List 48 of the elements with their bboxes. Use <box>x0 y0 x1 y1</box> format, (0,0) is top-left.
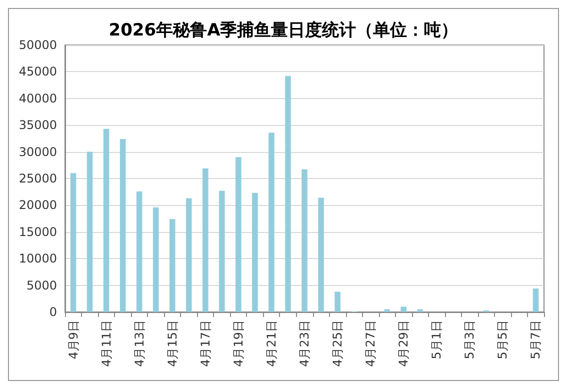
bar <box>302 169 308 312</box>
bar <box>103 128 110 312</box>
bar <box>169 219 176 312</box>
x-tick-label: 4月13日 <box>132 320 146 367</box>
bar <box>120 138 126 312</box>
y-tick-label: 20000 <box>18 198 57 212</box>
y-tick-label: 15000 <box>18 224 57 239</box>
x-tick-label: 4月27日 <box>364 320 378 367</box>
y-tick-label: 45000 <box>18 64 57 79</box>
chart-title: 2026年秘鲁A季捕鱼量日度统计（单位：吨） <box>108 20 458 40</box>
bar <box>202 168 208 312</box>
x-tick-label: 4月9日 <box>66 320 80 360</box>
y-tick-label: 0 <box>49 305 57 319</box>
x-tick-label: 5月5日 <box>496 320 510 360</box>
x-tick-label: 4月19日 <box>231 320 246 367</box>
x-tick-label: 5月7日 <box>528 320 543 360</box>
y-tick-label: 50000 <box>18 38 57 52</box>
bar <box>152 207 159 312</box>
bar <box>334 292 340 312</box>
bar <box>532 288 539 312</box>
x-tick-label: 4月25日 <box>330 320 345 367</box>
bar <box>252 192 258 312</box>
y-tick-label: 25000 <box>18 172 57 186</box>
bar <box>318 198 324 312</box>
x-tick-label: 4月11日 <box>99 320 114 367</box>
bar <box>268 132 274 312</box>
bar <box>400 306 406 312</box>
x-tick-label: 4月17日 <box>198 320 212 367</box>
bar <box>186 198 192 312</box>
bar <box>86 152 93 312</box>
y-tick-label: 40000 <box>18 91 57 106</box>
bar <box>285 76 291 312</box>
x-tick-label: 4月23日 <box>298 320 312 367</box>
y-tick-label: 10000 <box>18 252 57 266</box>
y-tick-label: 5000 <box>26 278 57 292</box>
x-tick-label: 5月3日 <box>462 320 477 360</box>
bar <box>417 309 424 312</box>
y-tick-label: 35000 <box>18 118 57 132</box>
y-tick-label: 30000 <box>18 144 57 159</box>
bar <box>136 191 142 312</box>
x-tick-label: 4月29日 <box>396 320 411 367</box>
x-tick-label: 5月1日 <box>430 320 444 360</box>
bar <box>219 190 225 312</box>
bar <box>236 157 242 312</box>
x-tick-label: 4月15日 <box>165 320 180 367</box>
bar <box>70 173 76 312</box>
bar <box>384 309 390 312</box>
x-tick-label: 4月21日 <box>264 320 278 367</box>
